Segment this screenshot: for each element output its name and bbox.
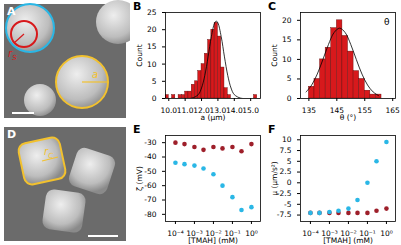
svg-text:Count: Count [135,44,144,66]
html-text:10⁻³ 10⁻² 10⁻¹: 10⁻³ 10⁻² 10⁻¹ [321,228,376,238]
html-text:A: A [7,5,16,18]
svg-text:10⁻⁴: 10⁻⁴ [167,229,184,238]
svg-text:10: 10 [147,60,157,69]
svg-text:11.0: 11.0 [177,106,194,115]
svg-text:7.5: 7.5 [280,146,292,155]
svg-text:5: 5 [287,74,292,83]
svg-text:-30: -30 [144,138,156,147]
svg-text:15: 15 [147,42,157,51]
svg-text:10: 10 [282,135,292,144]
svg-text:-7.5: -7.5 [277,210,292,219]
svg-text:rC: rC [44,146,53,160]
svg-text:10: 10 [282,55,292,64]
svg-text:0: 0 [287,178,292,187]
html-text:12.0 13.0: 12.0 13.0 [193,105,227,115]
svg-text:10⁻⁴: 10⁻⁴ [302,229,319,238]
svg-text:Count: Count [270,44,279,66]
svg-text:25: 25 [147,8,157,17]
svg-text:μ (μm/s²): μ (μm/s²) [270,161,279,196]
svg-text:5: 5 [287,157,292,166]
svg-text:10⁰: 10⁰ [245,229,258,238]
svg-text:15.0: 15.0 [242,106,259,115]
svg-text:a: a [92,69,98,80]
svg-text:[TMAH] (mM): [TMAH] (mM) [188,236,238,245]
svg-text:10.0: 10.0 [160,106,177,115]
svg-text:155: 155 [358,106,373,115]
svg-text:-80: -80 [144,210,156,219]
svg-text:0: 0 [287,94,292,103]
svg-text:0: 0 [152,94,157,103]
html-text:E: E [133,123,141,136]
svg-text:-50: -50 [144,167,156,176]
html-text:C: C [268,0,277,13]
svg-text:10⁰: 10⁰ [380,229,393,238]
svg-text:145: 145 [329,105,344,115]
svg-text:-60: -60 [144,181,156,190]
html-text:F: F [268,123,276,136]
svg-text:a (μm): a (μm) [201,113,226,122]
svg-text:θ (°): θ (°) [340,113,357,122]
svg-text:135: 135 [302,106,317,115]
svg-text:rS: rS [8,48,17,62]
svg-text:-2.5: -2.5 [277,189,292,198]
svg-text:-5: -5 [284,200,292,209]
html-text:10⁻³ 10⁻² 10⁻¹: 10⁻³ 10⁻² 10⁻¹ [186,228,241,238]
svg-text:15: 15 [282,35,292,44]
svg-text:20: 20 [147,25,157,34]
svg-text:14.0: 14.0 [226,106,243,115]
svg-text:20: 20 [282,16,292,25]
svg-text:5: 5 [152,77,157,86]
html-text:D: D [7,128,17,141]
svg-text:-70: -70 [144,195,156,204]
svg-text:θ: θ [384,17,390,27]
svg-text:165: 165 [386,106,401,115]
svg-text:[TMAH] (mM): [TMAH] (mM) [323,236,373,245]
svg-text:ζ (mV): ζ (mV) [135,166,144,191]
svg-text:2.5: 2.5 [280,167,292,176]
html-text:B: B [133,0,142,13]
svg-text:-40: -40 [144,152,156,161]
